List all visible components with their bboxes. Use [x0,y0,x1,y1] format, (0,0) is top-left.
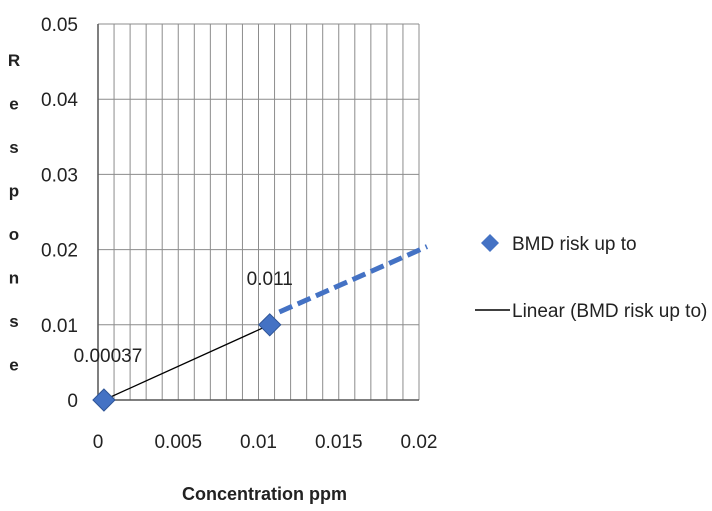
dashed-extrapolation-line [278,244,429,315]
y-tick-label: 0.04 [41,90,78,111]
legend-trendline-label: Linear (BMD risk up to) [512,301,707,322]
x-tick-label: 0.01 [240,432,277,453]
y-axis-label-letter: p [9,182,19,201]
plot-grid [97,23,420,401]
x-tick-labels: 0 0.005 0.01 0.015 0.02 [93,432,438,453]
series-lines [103,244,429,401]
x-tick-label: 0.015 [315,432,363,453]
y-axis-label-letter: s [9,312,18,331]
legend-diamond-marker [481,234,499,252]
legend: BMD risk up to Linear (BMD risk up to) [475,234,707,322]
y-tick-label: 0 [67,391,78,412]
y-tick-label: 0.03 [41,165,78,186]
y-axis-label-letter: e [9,95,18,114]
y-axis-label-letter: s [9,138,18,157]
y-tick-label: 0.02 [41,241,78,262]
y-tick-label: 0.01 [41,316,78,337]
data-point-label: 0.011 [247,269,293,290]
x-tick-label: 0.005 [154,432,202,453]
linear-trendline [103,324,271,401]
data-labels: 0.00037 0.011 [74,269,293,367]
x-tick-label: 0 [93,432,104,453]
y-axis-label-letter: o [9,225,19,244]
y-axis-label-letter: e [9,356,18,375]
y-tick-label: 0.05 [41,15,78,36]
data-point-diamond [92,388,116,412]
data-point-label: 0.00037 [74,346,143,367]
series-points [92,313,282,412]
x-axis-label: Concentration ppm [182,484,347,504]
x-tick-label: 0.02 [401,432,438,453]
y-tick-labels: 0 0.01 0.02 0.03 0.04 0.05 [41,15,78,412]
data-point-diamond [258,313,282,337]
y-axis-label-letter: R [8,51,20,70]
legend-series-label: BMD risk up to [512,234,637,255]
plot-axes [97,24,419,401]
y-axis-label: Re s p o n s e [8,51,20,375]
y-axis-label-letter: n [9,269,19,288]
